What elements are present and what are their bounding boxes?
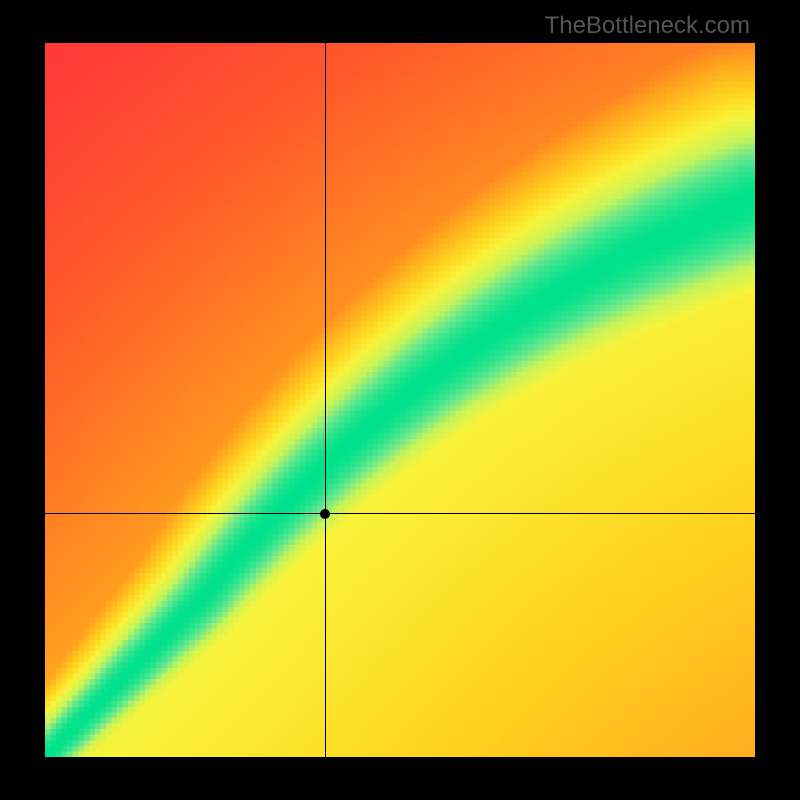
crosshair-marker [320,509,330,519]
chart-container: TheBottleneck.com [0,0,800,800]
crosshair-horizontal [45,513,755,514]
watermark-text: TheBottleneck.com [545,12,750,40]
crosshair-vertical [325,43,326,757]
bottleneck-heatmap [45,43,755,757]
